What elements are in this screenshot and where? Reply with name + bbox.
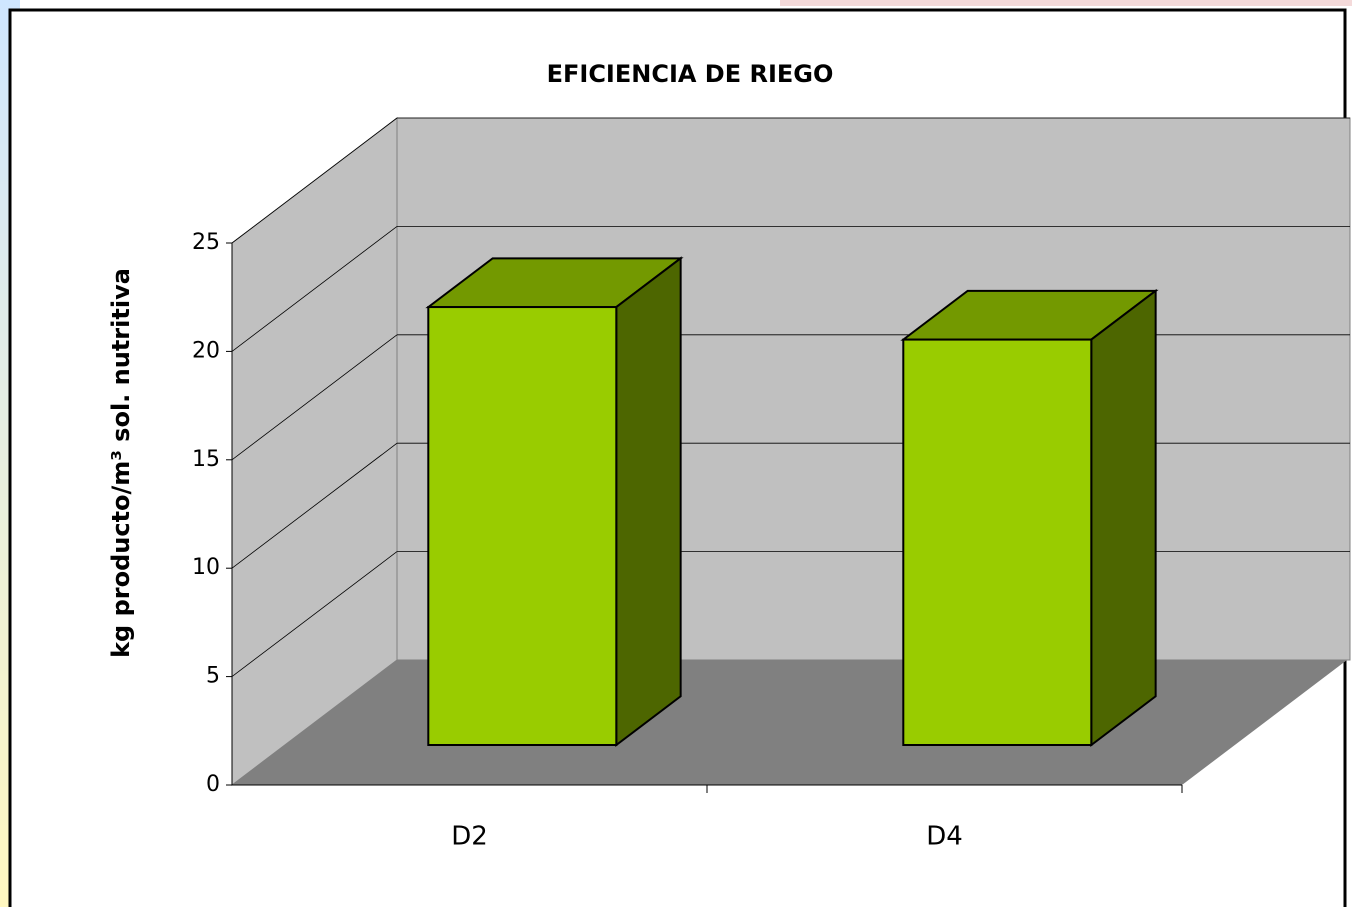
y-tick-label: 5 xyxy=(206,664,220,689)
y-axis-label: kg producto/m³ sol. nutritiva xyxy=(107,268,135,658)
bar xyxy=(902,338,1093,746)
grid-line xyxy=(231,551,398,677)
chart-title: EFICIENCIA DE RIEGO xyxy=(547,60,834,88)
y-tick-label: 15 xyxy=(192,447,220,472)
y-tick-label: 0 xyxy=(206,772,220,797)
grid-line xyxy=(231,334,398,461)
x-tick-label: D2 xyxy=(451,822,488,852)
bar-side xyxy=(615,256,682,748)
y-tick-label: 20 xyxy=(192,338,220,363)
grid-line xyxy=(231,442,398,569)
grid-line xyxy=(231,226,398,352)
bar xyxy=(427,306,618,746)
x-tick-label: D4 xyxy=(926,822,963,852)
grid-line xyxy=(231,117,398,244)
floor xyxy=(232,660,1347,785)
top-strip xyxy=(780,0,1352,6)
y-tick-label: 25 xyxy=(192,230,220,255)
y-tick-label: 10 xyxy=(192,555,220,580)
bar-side xyxy=(1090,288,1157,748)
